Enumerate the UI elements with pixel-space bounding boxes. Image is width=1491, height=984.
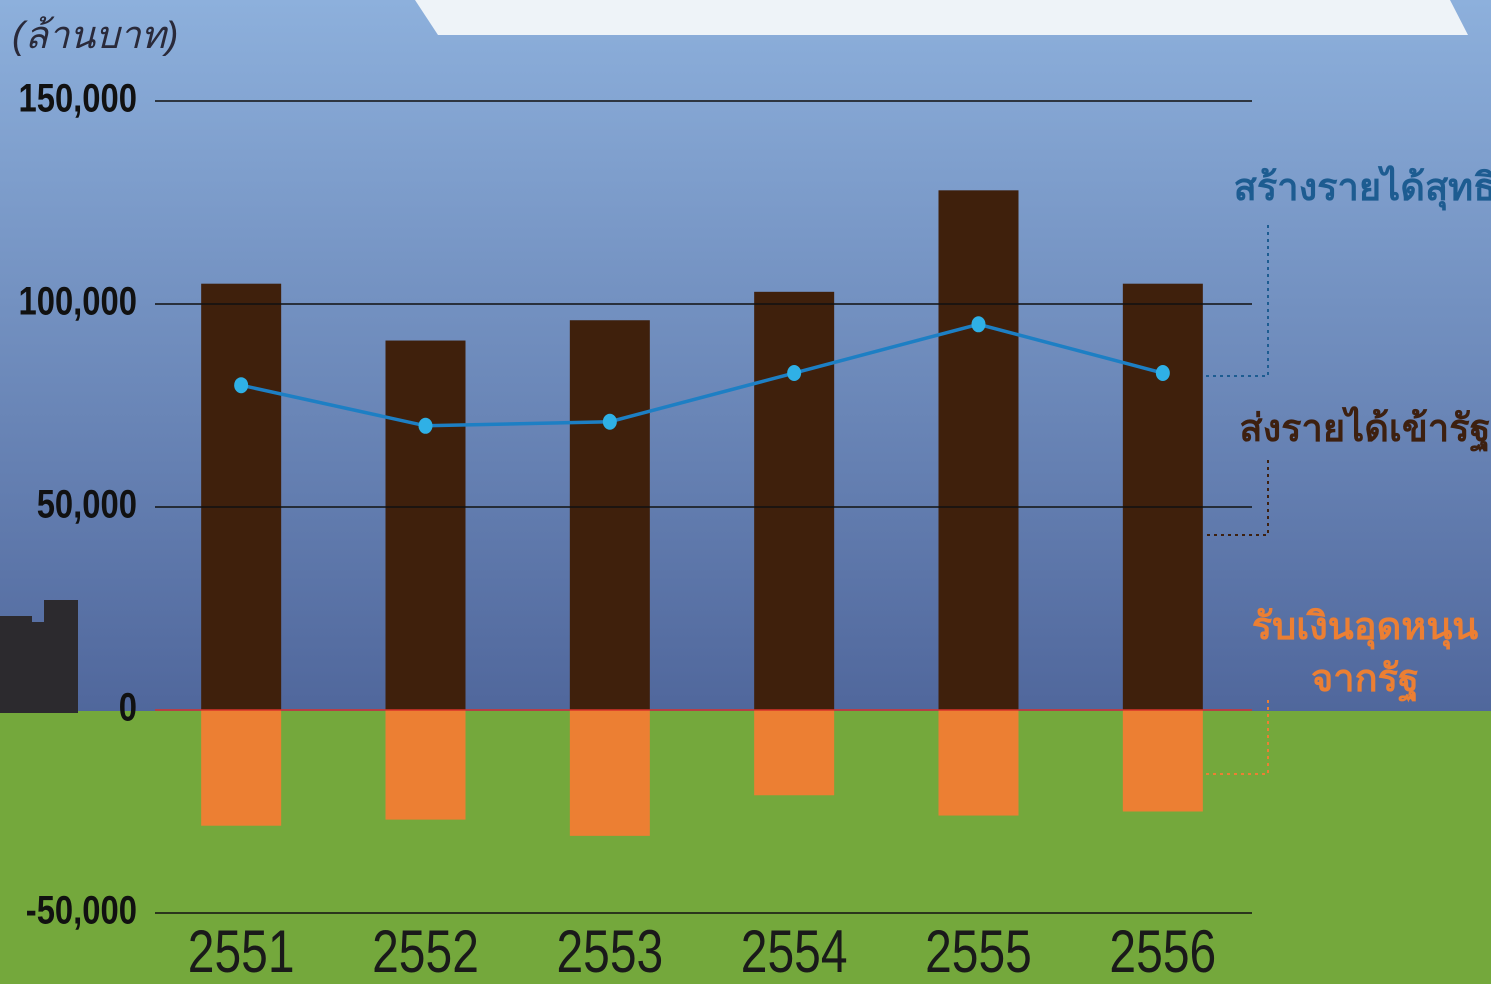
- y-axis-label: (ล้านบาท): [12, 15, 178, 57]
- y-tick-label: 100,000: [18, 278, 137, 323]
- bar: [569, 320, 650, 710]
- x-tick-label: 2554: [741, 918, 848, 984]
- x-tick-label: 2556: [1109, 918, 1216, 984]
- y-tick-label: 50,000: [37, 481, 137, 526]
- point: [1155, 365, 1170, 382]
- bar: [201, 283, 282, 710]
- x-tick-label: 2553: [556, 918, 663, 984]
- bar: [1122, 283, 1203, 710]
- x-tick-label: 2552: [372, 918, 479, 984]
- point: [602, 413, 617, 430]
- legend-item: สร้างรายได้สุทธิ: [1235, 165, 1491, 209]
- point: [971, 316, 986, 333]
- line: [240, 322, 1164, 428]
- y-tick-label: 0: [119, 684, 137, 729]
- bar: [385, 710, 466, 820]
- bar: [754, 291, 835, 710]
- connectors: [1172, 225, 1269, 775]
- bar: [938, 190, 1019, 710]
- point: [234, 377, 249, 394]
- legend-item: รับเงินอุดหนุนจากรัฐ: [1251, 604, 1479, 700]
- y-tick-label: 150,000: [18, 75, 137, 120]
- building: [0, 600, 78, 713]
- y-tick-label: -50,000: [26, 887, 137, 932]
- legend-label: รับเงินอุดหนุนจากรัฐ: [1251, 604, 1479, 700]
- x-tick-label: 2555: [925, 918, 1032, 984]
- point: [787, 365, 802, 382]
- legend-item: ส่งรายได้เข้ารัฐ: [1239, 406, 1491, 450]
- banner: [415, 0, 1468, 35]
- x-tick-label: 2551: [188, 918, 295, 984]
- bar: [385, 340, 466, 710]
- point: [418, 417, 433, 434]
- legend-label: ส่งรายได้เข้ารัฐ: [1239, 406, 1491, 450]
- bar: [938, 710, 1019, 816]
- bar: [754, 710, 835, 796]
- bar: [1122, 710, 1203, 812]
- bar: [569, 710, 650, 836]
- bar: [201, 710, 282, 826]
- legend-label: สร้างรายได้สุทธิ: [1235, 165, 1491, 209]
